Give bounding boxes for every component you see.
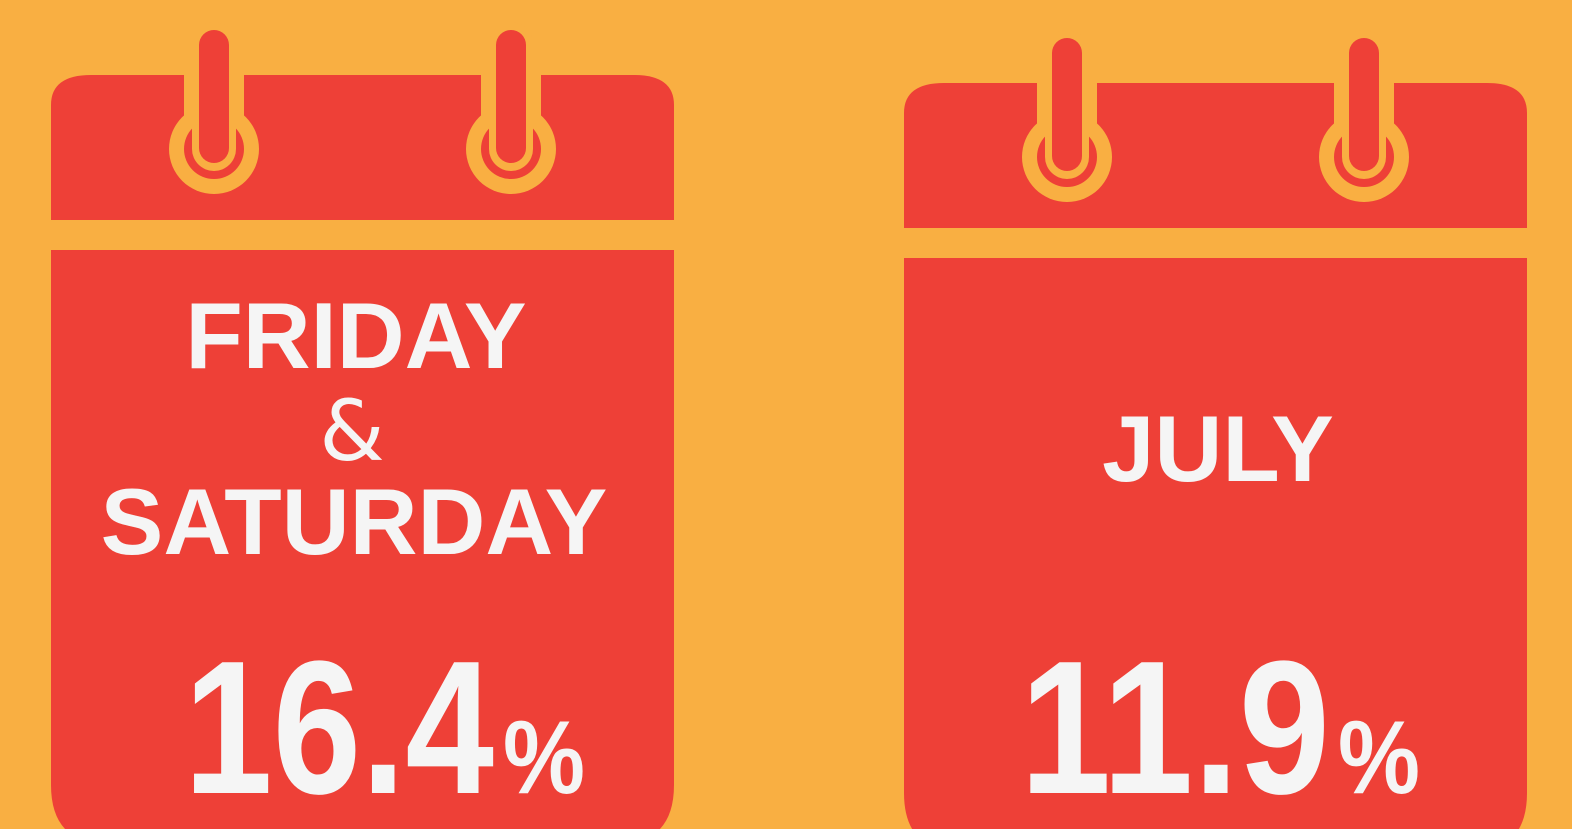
calendar	[51, 22, 674, 829]
card-label: FRIDAY	[185, 283, 526, 388]
stat-value: 11.9	[1020, 622, 1330, 829]
stat-unit: %	[1338, 700, 1420, 816]
card-label: &	[319, 382, 385, 480]
card-label: SATURDAY	[101, 469, 608, 574]
calendar-top	[51, 75, 674, 220]
calendar-body	[51, 250, 674, 829]
ring-pin	[496, 30, 526, 163]
stat-value: 16.4	[184, 622, 494, 829]
calendar	[904, 30, 1527, 829]
stat-unit: %	[503, 700, 585, 816]
ring-pin	[1052, 38, 1082, 171]
card-label: JULY	[1102, 396, 1334, 501]
ring-pin	[199, 30, 229, 163]
ring-pin	[1349, 38, 1379, 171]
calendar-top	[904, 83, 1527, 228]
calendar-body	[904, 258, 1527, 829]
